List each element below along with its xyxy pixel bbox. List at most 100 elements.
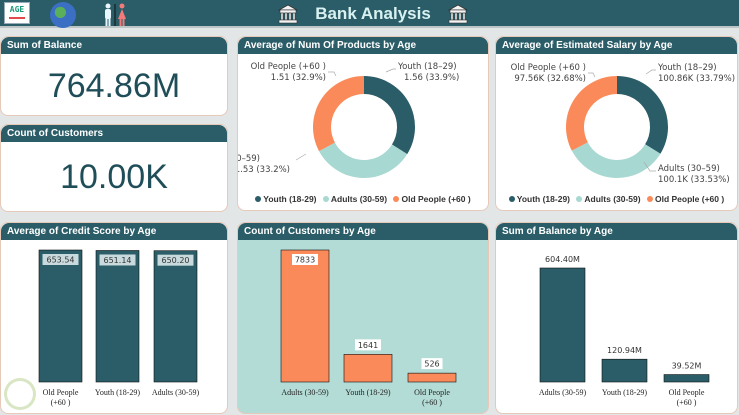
card-title: Average of Credit Score by Age	[1, 223, 227, 240]
legend-item-old-people[interactable]: Old People (+60 )	[393, 194, 471, 204]
bar[interactable]	[38, 249, 83, 383]
slice-category-label: Youth (18–29)	[397, 62, 457, 72]
card-title: Sum of Balance	[1, 37, 227, 54]
bar-card-credit-score[interactable]: Average of Credit Score by Age 653.54 Old…	[0, 222, 228, 414]
data-label-box	[421, 358, 443, 370]
legend-item-adults[interactable]: Adults (30-59)	[322, 194, 388, 204]
legend-label: Old People (+60 )	[654, 194, 725, 204]
slice-value-label: 1.51 (32.9%)	[271, 73, 326, 83]
bar[interactable]	[539, 267, 586, 383]
data-label: 650.20	[162, 256, 190, 265]
legend-item-adults[interactable]: Adults (30-59)	[576, 194, 641, 204]
donut-card-num-products[interactable]: Average of Num Of Products by Age Youth …	[237, 36, 489, 211]
globe-icon[interactable]	[50, 2, 76, 28]
slice-value-label: 97.56K (32.68%)	[514, 74, 586, 84]
bar-chart[interactable]: 653.54 Old People(+60 ) 651.14 Youth (18-29…	[1, 240, 228, 414]
data-label: 39.52M	[672, 362, 702, 371]
leader-line	[643, 161, 656, 172]
card-title: Count of Customers	[1, 125, 227, 142]
slice-category-label: Old People (+60 )	[251, 62, 326, 72]
slice-value-label: 100.1K (33.53%)	[658, 175, 730, 185]
chart-legend: Youth (18-29) Adults (30-59) Old People …	[496, 194, 737, 204]
top-bar: AGE Bank Analysis	[0, 0, 739, 28]
data-label-box	[292, 254, 318, 265]
donut-chart[interactable]: Youth (18–29)1.56 (33.9%)Adults (30–59)1…	[238, 54, 489, 194]
card-title: Count of Customers by Age	[238, 223, 488, 240]
leader-line	[588, 72, 596, 78]
slice-category-label: Adults (30–59)	[238, 154, 260, 164]
legend-label: Adults (30-59)	[584, 194, 641, 204]
slice-category-label: Old People (+60 )	[511, 63, 586, 73]
bar[interactable]	[95, 250, 140, 383]
bar[interactable]	[280, 249, 330, 383]
legend-item-youth[interactable]: Youth (18-29)	[508, 194, 571, 204]
data-label: 651.14	[104, 256, 132, 265]
legend-label: Youth (18-29)	[516, 194, 571, 204]
data-label-box	[42, 254, 79, 265]
bar[interactable]	[601, 358, 648, 383]
leader-line	[328, 71, 337, 77]
category-label: (+60 )	[422, 398, 442, 407]
bar-card-count-customers[interactable]: Count of Customers by Age 7833 Adults (30…	[237, 222, 489, 414]
bank-icon	[448, 4, 468, 24]
category-label: (+60 )	[677, 398, 697, 407]
data-label-box	[99, 254, 136, 266]
bar[interactable]	[343, 354, 393, 383]
chart-legend: Youth (18-29) Adults (30-59) Old People …	[238, 194, 488, 204]
legend-item-old-people[interactable]: Old People (+60 )	[646, 194, 725, 204]
bar-chart[interactable]: 7833 Adults (30-59) 1641 Youth (18-29) 526 Ol…	[238, 240, 489, 414]
kpi-card-count-of-customers[interactable]: Count of Customers 10.00K	[0, 124, 228, 212]
slice-category-label: Youth (18–29)	[657, 63, 717, 73]
data-label: 604.40M	[545, 255, 580, 264]
legend-label: Adults (30-59)	[330, 194, 388, 204]
card-title: Average of Num Of Products by Age	[238, 37, 488, 54]
donut-card-estimated-salary[interactable]: Average of Estimated Salary by Age Youth…	[495, 36, 738, 211]
page-title: Bank Analysis	[315, 4, 431, 23]
data-label: 1641	[358, 341, 378, 350]
category-label: Adults (30-59)	[152, 388, 200, 397]
bar-card-sum-balance[interactable]: Sum of Balance by Age 604.40M Adults (30-…	[495, 222, 738, 414]
legend-label: Old People (+60 )	[401, 194, 471, 204]
card-title: Average of Estimated Salary by Age	[496, 37, 737, 54]
donut-slice[interactable]	[566, 76, 617, 151]
kpi-card-sum-of-balance[interactable]: Sum of Balance 764.86M	[0, 36, 228, 116]
donut-slice[interactable]	[617, 76, 668, 154]
category-label: Old People	[669, 388, 705, 397]
legend-label: Youth (18-29)	[263, 194, 317, 204]
data-label-box	[157, 254, 194, 266]
bar[interactable]	[153, 250, 198, 383]
card-title: Sum of Balance by Age	[496, 223, 737, 240]
slice-value-label: 1.53 (33.2%)	[238, 165, 290, 175]
bar-chart[interactable]: 604.40M Adults (30-59) 120.94M Youth (18-29…	[496, 240, 738, 414]
data-label: 653.54	[47, 256, 75, 265]
leader-line	[645, 69, 656, 75]
bank-icon	[278, 4, 298, 24]
category-label: (+60 )	[51, 398, 71, 407]
donut-slice[interactable]	[319, 142, 408, 178]
kpi-value: 764.86M	[47, 67, 181, 105]
bar[interactable]	[407, 372, 457, 383]
bar[interactable]	[663, 374, 710, 383]
slice-value-label: 100.86K (33.79%)	[658, 74, 735, 84]
data-label: 120.94M	[607, 346, 642, 355]
leader-line	[385, 68, 396, 73]
category-label: Adults (30-59)	[539, 388, 587, 397]
gender-icon[interactable]	[100, 3, 130, 27]
title-group: Bank Analysis	[278, 1, 468, 27]
donut-slice[interactable]	[313, 76, 364, 152]
category-label: Youth (18-29)	[345, 388, 391, 397]
data-label: 526	[424, 360, 439, 369]
donut-chart[interactable]: Youth (18–29)100.86K (33.79%) Adults (30–…	[496, 54, 738, 194]
category-label: Youth (18-29)	[95, 388, 141, 397]
donut-slice[interactable]	[364, 76, 415, 155]
donut-slice[interactable]	[571, 142, 661, 178]
slice-category-label: Adults (30–59)	[658, 164, 720, 174]
category-label: Adults (30-59)	[281, 388, 329, 397]
leader-line	[295, 153, 307, 161]
data-label: 7833	[295, 256, 315, 265]
legend-item-youth[interactable]: Youth (18-29)	[255, 194, 317, 204]
age-logo-icon[interactable]: AGE	[4, 2, 30, 24]
category-label: Old People	[43, 388, 79, 397]
data-label-box	[355, 339, 381, 351]
kpi-value: 10.00K	[60, 158, 168, 196]
